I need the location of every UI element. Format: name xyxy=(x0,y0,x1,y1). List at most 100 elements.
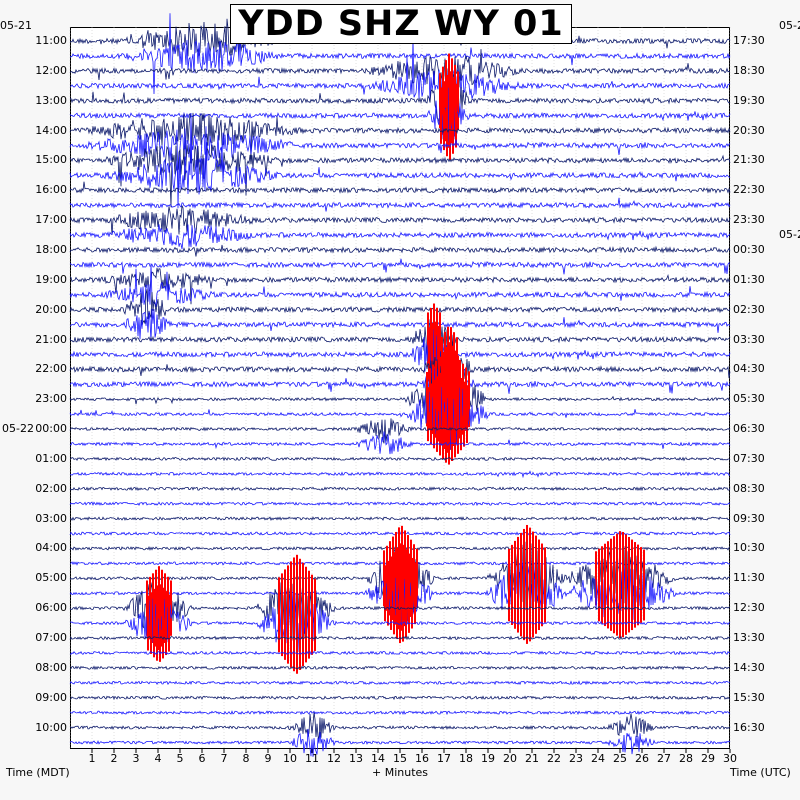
clipped-segment xyxy=(408,553,410,633)
x-tick-label: 15 xyxy=(393,752,407,765)
clipped-segment xyxy=(162,587,164,659)
trace-row-16 xyxy=(69,267,731,305)
clipped-segment xyxy=(405,549,407,638)
clipped-segment xyxy=(439,312,441,367)
trace-row-46 xyxy=(69,712,731,740)
clipped-segment xyxy=(150,592,152,654)
clipped-segment xyxy=(643,565,645,621)
clipped-segment xyxy=(299,576,301,670)
trace-row-45 xyxy=(69,710,731,716)
left-time-label: 08:00 xyxy=(35,660,67,674)
clipped-segment xyxy=(390,556,392,630)
x-tick-label: 5 xyxy=(176,752,184,765)
clipped-segment xyxy=(613,553,615,634)
x-tick-label: 18 xyxy=(459,752,473,765)
trace-row-4 xyxy=(69,73,731,128)
trace-row-1 xyxy=(69,13,731,95)
right-time-label: 01:30 xyxy=(733,272,765,286)
clipped-segment xyxy=(433,379,435,449)
left-time-label: 07:00 xyxy=(35,631,67,644)
x-tick-label: 19 xyxy=(481,752,495,765)
trace-row-38 xyxy=(69,578,730,641)
clipped-segment xyxy=(393,552,395,635)
x-tick-label: 24 xyxy=(591,752,605,765)
clipped-segment xyxy=(511,561,513,625)
clipped-segment xyxy=(622,549,624,638)
clipped-segment xyxy=(449,71,451,160)
left-time-label: 16:00 xyxy=(35,183,67,197)
right-time-label: 10:30 xyxy=(733,541,765,555)
clipped-segment xyxy=(520,550,522,637)
clipped-segment xyxy=(311,591,313,655)
clipped-segment xyxy=(448,363,450,465)
trace-row-20 xyxy=(69,317,731,361)
left-time-label: 12:00 xyxy=(35,63,67,77)
clipped-segment xyxy=(302,579,304,667)
x-tick-label: 26 xyxy=(635,752,649,765)
x-tick-label: 13 xyxy=(349,752,363,765)
clipped-segment xyxy=(607,557,609,629)
trace-row-10 xyxy=(69,181,731,194)
x-tick-label: 10 xyxy=(283,752,297,765)
left-time-label: 11:00 xyxy=(35,34,67,47)
clipped-segment xyxy=(454,370,456,458)
x-tick-label: 25 xyxy=(613,752,627,765)
clipped-segment xyxy=(384,565,386,622)
left-time-label: 22:00 xyxy=(35,362,67,376)
trace-row-24 xyxy=(69,365,731,431)
x-axis-label: + Minutes xyxy=(372,766,429,779)
clipped-segment xyxy=(452,77,454,154)
left-time-label: 09:00 xyxy=(35,690,67,704)
clipped-segment xyxy=(387,560,389,626)
clipped-segment xyxy=(287,582,289,664)
right-time-label: 11:30 xyxy=(733,571,765,585)
clipped-segment xyxy=(168,594,170,652)
left-time-label: 01:00 xyxy=(35,451,67,465)
x-tick-label: 7 xyxy=(220,752,228,765)
clipped-segment xyxy=(296,572,298,674)
left-time-label: 06:00 xyxy=(35,601,67,615)
trace-row-42 xyxy=(69,665,731,671)
x-tick-label: 16 xyxy=(415,752,429,765)
trace-row-23 xyxy=(69,356,731,406)
right-time-label: 07:30 xyxy=(733,451,765,465)
left-time-label: 03:00 xyxy=(35,511,67,525)
right-time-label: 22:30 xyxy=(733,183,765,197)
left-time-label: 00:00 xyxy=(35,422,67,436)
clipped-segment xyxy=(399,543,401,644)
left-axis-label: Time (MDT) xyxy=(6,766,70,779)
right-time-label: 18:30 xyxy=(733,63,765,77)
right-time-label: 00:30 xyxy=(733,242,765,256)
right-time-label: 19:30 xyxy=(733,93,765,107)
x-tick-label: 30 xyxy=(723,752,737,765)
trace-row-8 xyxy=(69,144,731,208)
clipped-segment xyxy=(468,371,470,428)
clipped-segment xyxy=(293,574,295,672)
clipped-segment xyxy=(436,376,438,452)
x-tick-label: 11 xyxy=(305,752,319,765)
clipped-segment xyxy=(457,71,459,130)
trace-row-12 xyxy=(69,205,731,235)
left-date-mid: 05-22 xyxy=(2,422,34,435)
x-tick-label: 12 xyxy=(327,752,341,765)
clipped-segment xyxy=(640,563,642,623)
clipped-segment xyxy=(463,381,465,447)
right-time-label: 21:30 xyxy=(733,153,765,167)
clipped-segment xyxy=(434,321,436,388)
trace-row-40 xyxy=(69,635,731,641)
clipped-segment xyxy=(308,587,310,659)
clipped-segment xyxy=(541,560,543,627)
trace-row-22 xyxy=(69,340,731,403)
trace-row-14 xyxy=(69,244,731,257)
left-time-label: 23:00 xyxy=(35,392,67,406)
x-tick-label: 2 xyxy=(110,752,118,765)
left-time-label: 18:00 xyxy=(35,242,67,256)
left-time-label: 04:00 xyxy=(35,541,67,555)
clipped-segment xyxy=(402,544,404,642)
left-time-label: 05:00 xyxy=(35,571,67,585)
clipped-segment xyxy=(601,562,603,624)
clipped-segment xyxy=(281,590,283,657)
right-time-label: 04:30 xyxy=(733,362,765,376)
clipped-segment xyxy=(460,378,462,451)
trace-row-19 xyxy=(69,308,731,342)
